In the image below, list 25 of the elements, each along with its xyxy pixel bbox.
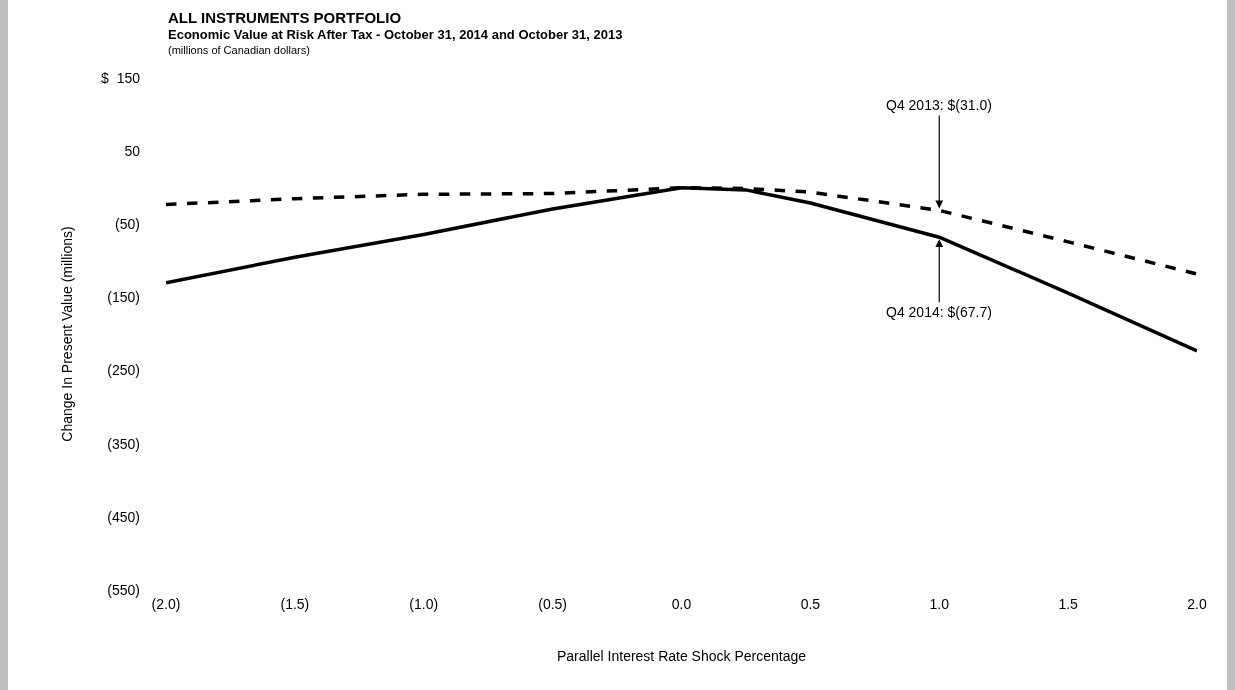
x-tick-label: (1.5)	[280, 596, 310, 612]
y-tick-label: 50	[124, 143, 141, 160]
y-axis-title: Change In Present Value (millions)	[58, 226, 75, 442]
x-tick-label: 0.5	[800, 596, 821, 612]
x-tick-label: 1.0	[929, 596, 950, 612]
x-tick-label: 2.0	[1187, 596, 1207, 612]
x-axis-title: Parallel Interest Rate Shock Percentage	[556, 648, 807, 665]
annotation: Q4 2013: $(31.0)	[886, 97, 992, 113]
chart-title: ALL INSTRUMENTS PORTFOLIO	[168, 9, 402, 26]
x-tick-label: (2.0)	[151, 596, 181, 612]
y-tick-label: (550)	[107, 581, 140, 598]
y-tick-label: (450)	[107, 508, 140, 525]
annotation: Q4 2014: $(67.7)	[886, 304, 992, 320]
text: (millions of Canadian dollars)	[168, 44, 310, 56]
line-series	[166, 185, 1197, 353]
x-tick-label: (1.0)	[409, 596, 439, 612]
x-tick-label: 1.5	[1058, 596, 1079, 612]
y-tick-label: (50)	[115, 216, 140, 233]
y-tick-label: (250)	[107, 362, 140, 379]
x-tick-label: 0.0	[671, 596, 692, 612]
y-tick-label: (150)	[107, 289, 140, 306]
x-tick-label: (0.5)	[538, 596, 568, 612]
y-tick-label: $ 150	[101, 69, 141, 86]
chart-subtitle: Economic Value at Risk After Tax - October 31, 2014 and October 31, 2013	[168, 27, 623, 42]
y-tick-label: (350)	[107, 435, 140, 452]
